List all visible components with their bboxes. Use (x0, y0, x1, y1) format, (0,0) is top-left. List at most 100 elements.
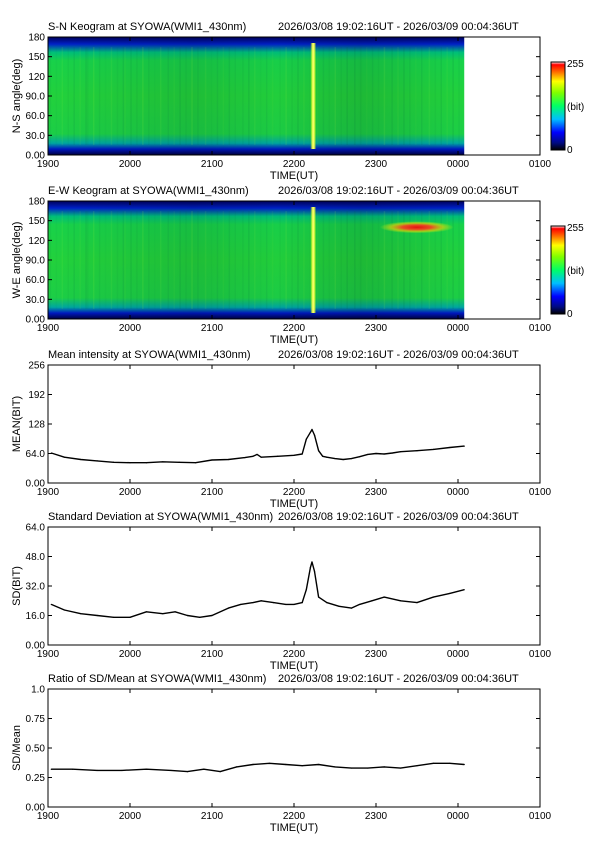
y-tick-label: 48.0 (26, 552, 46, 563)
keogram-streak (334, 211, 337, 309)
x-tick-label: 2000 (119, 487, 142, 498)
x-tick-label: 1900 (37, 159, 60, 170)
x-tick-label: 1900 (37, 649, 60, 660)
x-tick-label: 2300 (365, 323, 388, 334)
keogram-streak (359, 211, 362, 309)
time-range: 2026/03/08 19:02:16UT - 2026/03/09 00:04… (278, 673, 519, 685)
keogram-streak (142, 47, 144, 145)
data-point (305, 438, 307, 440)
x-tick-label: 2200 (283, 811, 306, 822)
keogram-streak (316, 47, 319, 145)
keogram-streak (142, 211, 144, 309)
keogram-streak (110, 47, 113, 145)
keogram-streak (179, 211, 181, 309)
keogram-streak (124, 47, 126, 145)
data-point (72, 768, 74, 770)
keogram-streak (458, 211, 460, 309)
data-point (50, 603, 52, 606)
data-point (227, 458, 229, 461)
keogram-streak (428, 211, 431, 309)
keogram-streak (259, 47, 262, 145)
y-tick-label: 128 (28, 420, 45, 431)
keogram-streak (297, 211, 299, 309)
data-point (416, 601, 418, 604)
keogram-streak (391, 47, 393, 145)
keogram-streak (259, 211, 262, 309)
y-tick-label: 60.0 (26, 111, 46, 122)
keogram-streak (148, 47, 150, 145)
keogram-streak (340, 47, 342, 145)
keogram-streak (73, 211, 75, 309)
x-tick-label: 0100 (529, 487, 552, 498)
keogram-streak (130, 47, 132, 145)
data-point (367, 767, 369, 769)
y-axis-label: MEAN(BIT) (11, 396, 23, 452)
plot-frame (47, 200, 541, 320)
x-axis-label: TIME(UT) (270, 170, 318, 182)
data-point (129, 462, 131, 464)
y-tick-label: 0.00 (26, 641, 46, 652)
keogram-streak (359, 47, 362, 145)
y-tick-label: 64.0 (26, 449, 46, 460)
keogram-streak (242, 211, 244, 309)
y-tick-label: 256 (28, 361, 45, 372)
keogram-streak (92, 47, 95, 145)
data-point (256, 453, 258, 456)
data-point (96, 460, 98, 462)
data-point (145, 462, 147, 464)
data-point (463, 763, 465, 766)
keogram-streak (285, 47, 287, 145)
keogram-streak (371, 47, 374, 145)
y-axis-label: SD/Mean (11, 725, 23, 771)
x-tick-label: 2000 (119, 159, 142, 170)
colorbar-max-label: 255 (567, 59, 584, 70)
y-tick-label: 150 (28, 216, 45, 227)
data-point (322, 455, 324, 457)
keogram-streak (248, 211, 250, 309)
keogram-streak (279, 47, 281, 145)
x-tick-label: 2000 (119, 811, 142, 822)
keogram-streak (434, 211, 437, 309)
y-tick-label: 0.50 (26, 744, 46, 755)
data-point (383, 596, 385, 598)
data-point (318, 763, 320, 766)
keogram-streak (397, 211, 399, 309)
keogram-streak (153, 47, 156, 145)
data-point (313, 434, 316, 436)
data-point (145, 768, 147, 770)
keogram-streak (303, 211, 305, 309)
data-point (186, 771, 188, 773)
keogram-streak (271, 211, 274, 309)
data-point (359, 456, 361, 458)
keogram-streak (179, 47, 181, 145)
x-tick-label: 2300 (365, 487, 388, 498)
keogram-streak (148, 211, 150, 309)
y-tick-label: 0.00 (26, 151, 46, 162)
data-point (260, 456, 262, 458)
keogram-streak (130, 211, 132, 309)
time-range: 2026/03/08 19:02:16UT - 2026/03/09 00:04… (278, 185, 519, 197)
keogram-streak (210, 47, 213, 145)
chart-title: S-N Keogram at SYOWA(WMI1_430nm) (48, 21, 246, 33)
keogram-streak (197, 47, 199, 145)
data-point (367, 453, 369, 456)
data-point (260, 600, 262, 602)
keogram-streak (415, 211, 417, 309)
keogram-streak (328, 47, 331, 145)
data-point (391, 452, 393, 454)
chart-title: Ratio of SD/Mean at SYOWA(WMI1_430nm) (48, 673, 266, 685)
data-point (186, 614, 188, 617)
keogram-streak (228, 47, 231, 145)
data-point (219, 771, 221, 773)
data-point (252, 601, 254, 604)
x-tick-label: 0000 (447, 323, 470, 334)
keogram-streak (159, 47, 162, 145)
x-tick-label: 2100 (201, 487, 224, 498)
keogram-streak (440, 211, 443, 309)
x-tick-label: 1900 (37, 323, 60, 334)
keogram-streak (346, 47, 348, 145)
keogram-streak (354, 47, 356, 145)
data-point (244, 457, 246, 459)
data-point (350, 767, 352, 769)
